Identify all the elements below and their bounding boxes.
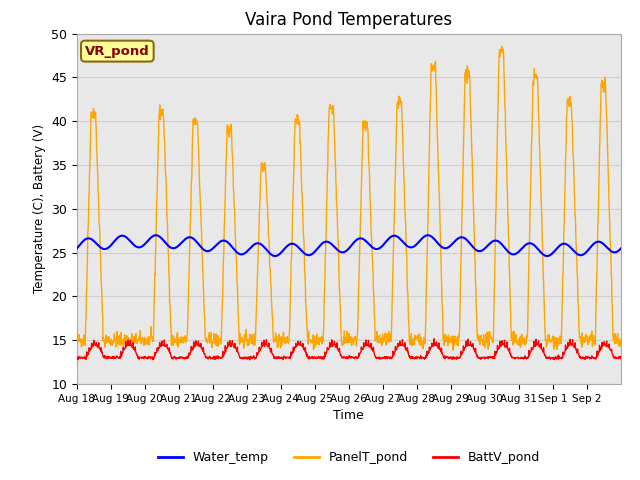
Title: Vaira Pond Temperatures: Vaira Pond Temperatures xyxy=(245,11,452,29)
X-axis label: Time: Time xyxy=(333,409,364,422)
Y-axis label: Temperature (C), Battery (V): Temperature (C), Battery (V) xyxy=(33,124,45,293)
Text: VR_pond: VR_pond xyxy=(85,45,150,58)
Legend: Water_temp, PanelT_pond, BattV_pond: Water_temp, PanelT_pond, BattV_pond xyxy=(152,446,545,469)
